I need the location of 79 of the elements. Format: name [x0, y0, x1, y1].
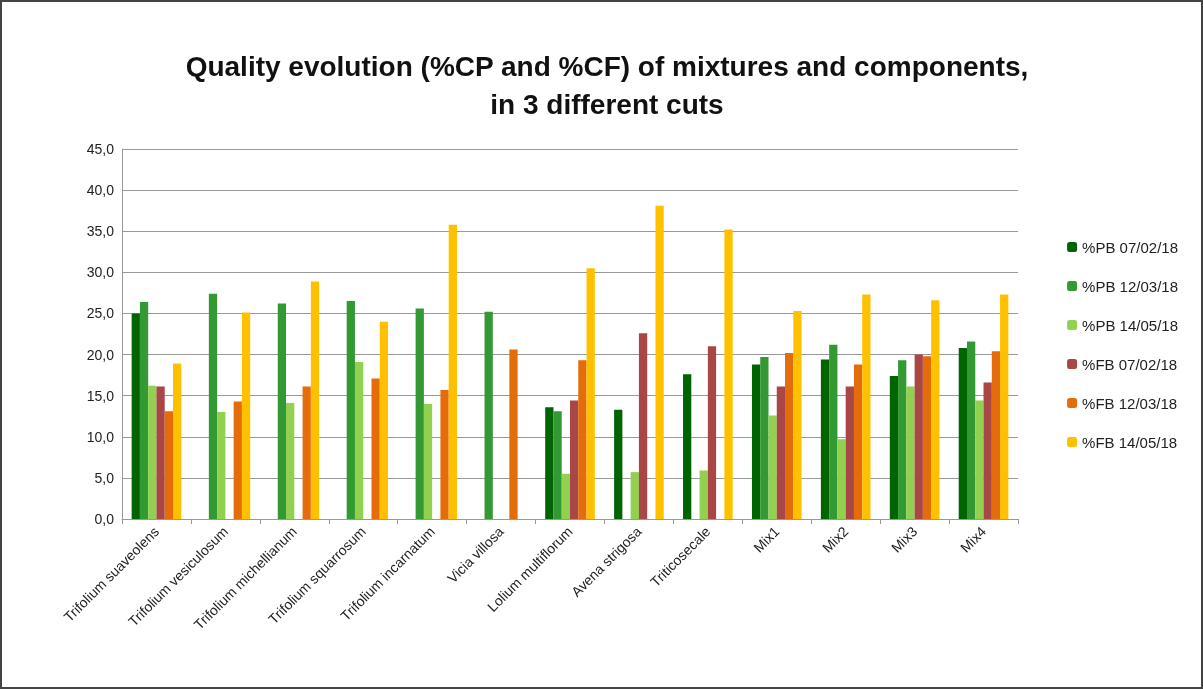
bar	[509, 349, 518, 519]
bar	[164, 411, 173, 519]
bar	[423, 403, 433, 519]
y-tick-label: 35,0	[86, 223, 115, 240]
bar	[310, 281, 320, 519]
bar	[958, 347, 967, 519]
bar	[793, 310, 802, 519]
legend-label: %PB 07/02/18	[1082, 238, 1178, 256]
bar	[889, 375, 899, 519]
bar	[845, 386, 854, 519]
y-tick-label: 30,0	[86, 264, 115, 281]
bar	[286, 403, 295, 519]
legend-label: %FB 12/03/18	[1082, 394, 1178, 412]
bar	[614, 409, 623, 519]
bar	[724, 229, 733, 519]
bar	[545, 407, 554, 519]
chart-title: Quality evolution (%CP and %CF) of mixtures and components, in 3 different cuts	[185, 50, 1029, 120]
bar	[371, 378, 380, 519]
bar	[346, 301, 355, 519]
y-tick-label: 10,0	[86, 428, 115, 445]
bar	[837, 439, 846, 519]
legend-label: %FB 14/05/18	[1082, 433, 1178, 451]
bar	[760, 357, 769, 519]
legend-label: %PB 14/05/18	[1082, 316, 1178, 334]
y-tick-label: 15,0	[86, 387, 115, 404]
bar	[561, 473, 570, 519]
bar	[829, 344, 838, 519]
bar	[440, 389, 449, 519]
bar	[975, 400, 984, 519]
bar	[967, 341, 976, 519]
bar	[139, 301, 149, 519]
bar	[820, 359, 830, 519]
bar	[448, 224, 457, 519]
bar	[853, 364, 863, 519]
bar	[751, 364, 761, 519]
bar	[131, 313, 140, 519]
bar	[683, 374, 692, 519]
bar	[586, 268, 595, 519]
bar	[707, 346, 717, 519]
bar	[768, 415, 777, 519]
bar	[354, 361, 364, 519]
bar	[991, 351, 1001, 519]
bar	[906, 386, 915, 519]
bar	[233, 401, 242, 519]
bar	[484, 311, 493, 519]
bar	[862, 294, 871, 519]
bar	[922, 356, 932, 519]
bar	[898, 360, 907, 519]
bar	[931, 300, 940, 519]
bar	[415, 308, 424, 519]
legend-label: %PB 12/03/18	[1082, 277, 1178, 295]
bar	[173, 363, 182, 519]
bar	[655, 205, 664, 519]
bar	[156, 386, 165, 519]
bar	[578, 360, 587, 519]
bar	[570, 400, 579, 519]
bar	[638, 333, 648, 519]
y-tick-label: 0,0	[94, 511, 115, 527]
bar	[785, 352, 794, 519]
bar	[217, 412, 226, 519]
bar	[914, 354, 923, 519]
bar	[983, 382, 992, 519]
bar	[277, 303, 287, 519]
bar	[208, 293, 218, 519]
bar	[1000, 294, 1009, 519]
bar	[699, 470, 708, 519]
y-tick-label: 5,0	[94, 469, 115, 486]
legend-label: %FB 07/02/18	[1082, 355, 1178, 373]
y-tick-label: 20,0	[86, 346, 115, 363]
bar	[302, 386, 311, 519]
bar	[553, 411, 562, 519]
bar	[630, 472, 639, 519]
bar	[241, 312, 251, 519]
y-tick-label: 45,0	[86, 141, 115, 157]
bar	[379, 321, 389, 519]
bar	[776, 386, 786, 519]
y-tick-label: 25,0	[86, 305, 115, 322]
y-tick-label: 40,0	[86, 182, 115, 199]
bar	[148, 385, 157, 519]
